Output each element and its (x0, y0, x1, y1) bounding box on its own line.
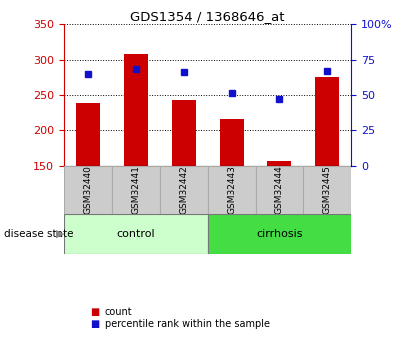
Bar (208, 166, 256, 214)
Bar (208, 214, 351, 254)
Text: cirrhosis: cirrhosis (256, 229, 303, 239)
Bar (268, 161, 291, 166)
Text: GSM32445: GSM32445 (323, 165, 332, 214)
Text: count: count (105, 307, 132, 317)
Bar (124, 54, 148, 166)
Bar (64, 166, 112, 214)
Title: GDS1354 / 1368646_at: GDS1354 / 1368646_at (130, 10, 285, 23)
Bar (172, 100, 196, 166)
Bar (219, 119, 243, 166)
Text: GSM32442: GSM32442 (179, 165, 188, 214)
Text: GSM32440: GSM32440 (83, 165, 92, 214)
Bar (112, 166, 159, 214)
Text: GSM32443: GSM32443 (227, 165, 236, 214)
Bar (303, 166, 351, 214)
Bar (76, 103, 100, 166)
Text: GSM32444: GSM32444 (275, 165, 284, 214)
Bar (159, 166, 208, 214)
Bar (256, 166, 303, 214)
Text: control: control (116, 229, 155, 239)
Text: ▶: ▶ (55, 229, 64, 239)
Bar (64, 214, 208, 254)
Text: GSM32441: GSM32441 (131, 165, 140, 214)
Text: disease state: disease state (4, 229, 74, 239)
Bar (315, 77, 339, 166)
Text: ■: ■ (90, 307, 100, 317)
Text: ■: ■ (90, 319, 100, 329)
Text: percentile rank within the sample: percentile rank within the sample (105, 319, 270, 329)
